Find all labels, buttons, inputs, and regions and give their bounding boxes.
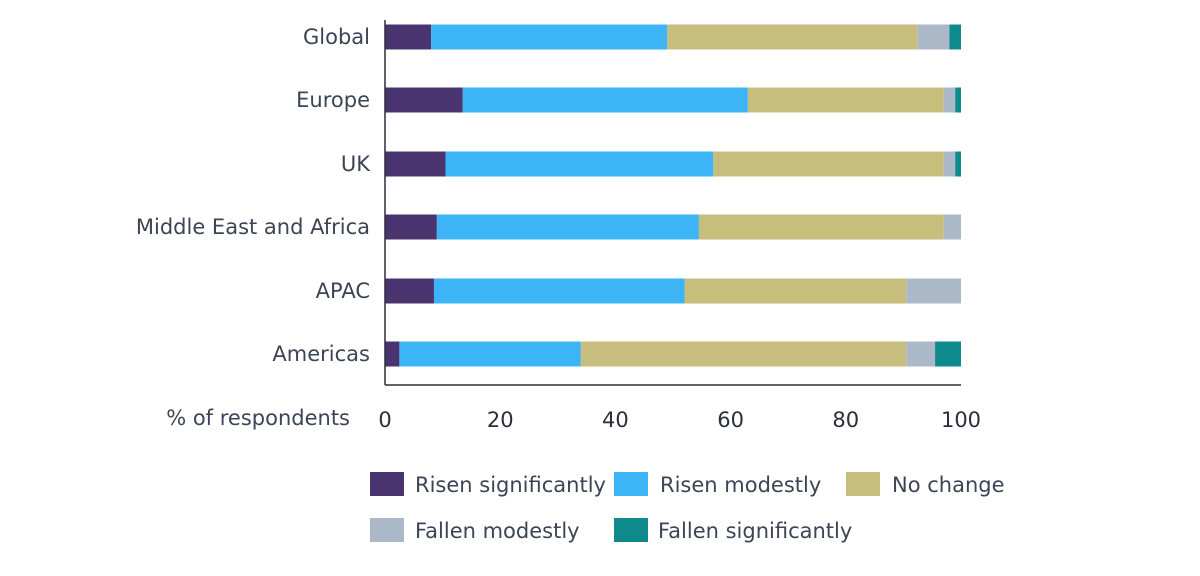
legend: Risen significantly Risen modestly No chan…: [370, 472, 1005, 543]
legend-label-no-change: No change: [892, 473, 1005, 497]
bar-europe-fallen-modestly: [943, 87, 956, 113]
bar-global-no-change: [667, 24, 918, 50]
legend-label-fallen-modestly: Fallen modestly: [415, 519, 580, 543]
category-label-apac: APAC: [316, 279, 370, 303]
bar-europe-no-change: [747, 87, 944, 113]
legend-swatch-risen-modestly: [614, 472, 648, 496]
legend-label-risen-modestly: Risen modestly: [660, 473, 821, 497]
bar-uk-risen-significantly: [385, 151, 446, 177]
bar-middle-east-and-africa-fallen-modestly: [943, 214, 961, 240]
x-tick-label-0: 0: [378, 408, 391, 432]
bar-uk-fallen-modestly: [943, 151, 956, 177]
bar-uk-risen-modestly: [445, 151, 714, 177]
x-tick-labels: 0 20 40 60 80 100: [378, 408, 981, 432]
category-labels: Global Europe UK Middle East and Africa APAC…: [136, 25, 371, 366]
bar-middle-east-and-africa-no-change: [698, 214, 944, 240]
category-label-americas: Americas: [272, 342, 370, 366]
x-tick-label-20: 20: [487, 408, 514, 432]
category-label-europe: Europe: [296, 88, 370, 112]
bar-americas-fallen-modestly: [906, 341, 936, 367]
category-label-middle-east-and-africa: Middle East and Africa: [136, 215, 370, 239]
legend-swatch-no-change: [846, 472, 880, 496]
bar-global-fallen-modestly: [917, 24, 950, 50]
bar-global-fallen-significantly: [949, 24, 961, 50]
legend-swatch-fallen-modestly: [370, 518, 404, 542]
category-label-global: Global: [303, 25, 370, 49]
bar-global-risen-significantly: [385, 24, 432, 50]
legend-swatch-risen-significantly: [370, 472, 404, 496]
x-tick-label-80: 80: [832, 408, 859, 432]
x-tick-label-60: 60: [717, 408, 744, 432]
x-axis-title: % of respondents: [166, 406, 350, 430]
bar-apac-fallen-modestly: [906, 278, 961, 304]
bars-group: [385, 24, 961, 367]
bar-americas-risen-significantly: [385, 341, 400, 367]
bar-americas-fallen-significantly: [935, 341, 961, 367]
bar-apac-no-change: [684, 278, 907, 304]
bar-europe-risen-significantly: [385, 87, 463, 113]
x-tick-label-40: 40: [602, 408, 629, 432]
bar-middle-east-and-africa-risen-significantly: [385, 214, 437, 240]
bar-apac-risen-modestly: [433, 278, 685, 304]
category-label-uk: UK: [341, 152, 371, 176]
legend-swatch-fallen-significantly: [614, 518, 648, 542]
legend-label-fallen-significantly: Fallen significantly: [658, 519, 852, 543]
bar-americas-no-change: [580, 341, 907, 367]
bar-uk-no-change: [713, 151, 944, 177]
bar-americas-risen-modestly: [399, 341, 581, 367]
bar-apac-risen-significantly: [385, 278, 434, 304]
legend-label-risen-significantly: Risen significantly: [415, 473, 606, 497]
bar-middle-east-and-africa-risen-modestly: [436, 214, 699, 240]
bar-europe-fallen-significantly: [955, 87, 961, 113]
bar-global-risen-modestly: [431, 24, 668, 50]
bar-uk-fallen-significantly: [955, 151, 961, 177]
bar-europe-risen-modestly: [462, 87, 748, 113]
x-tick-label-100: 100: [941, 408, 981, 432]
